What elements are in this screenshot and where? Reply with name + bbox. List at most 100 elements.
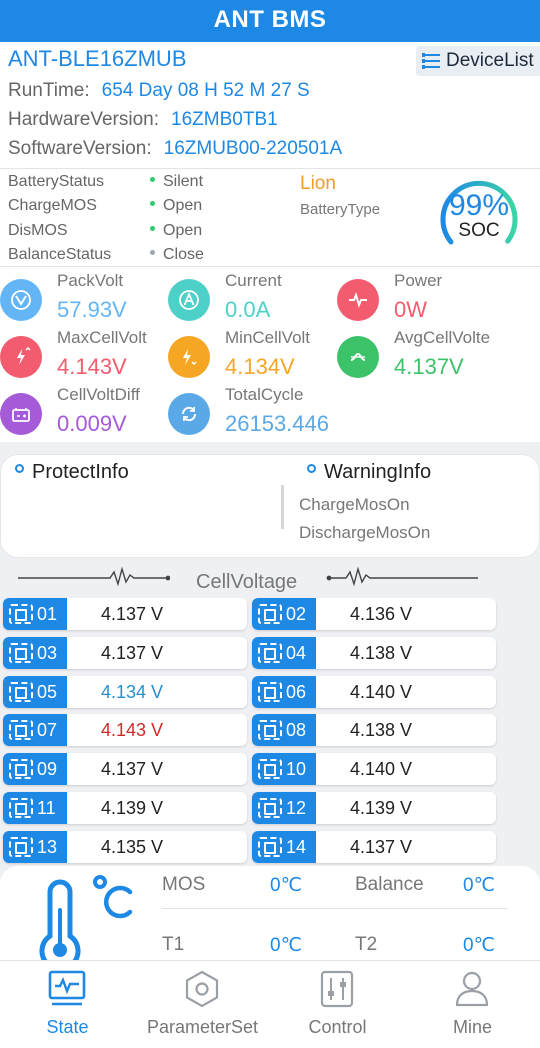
mos-temp-label: MOS (162, 874, 206, 895)
metric-label: MinCellVolt (225, 328, 311, 347)
state-icon (48, 970, 86, 1006)
cell-voltage-item: 11 4.139 V (3, 792, 247, 824)
battery-diff-icon (0, 393, 42, 435)
nav-label: State (46, 1017, 89, 1037)
nav-label: Control (308, 1017, 367, 1037)
cell-id-tag: 14 (252, 830, 316, 863)
protect-info-title: ProtectInfo (15, 461, 129, 484)
chip-icon (9, 642, 33, 663)
chip-icon (9, 798, 33, 818)
cell-voltage-item: 10 4.140 V (252, 753, 496, 786)
balance-temp-label: Balance (355, 874, 424, 895)
chip-icon (9, 759, 33, 780)
chip-icon (9, 604, 33, 624)
device-list-button[interactable]: DeviceList (416, 46, 540, 76)
cell-id: 12 (286, 798, 307, 818)
cell-id: 08 (286, 720, 307, 741)
soc-label: SOC (458, 220, 500, 241)
metric-value: 0.0A (225, 297, 271, 322)
metric-cell-volt-diff: CellVoltDiff 0.009V (0, 381, 170, 437)
cell-id: 10 (286, 759, 307, 780)
cell-id-tag: 03 (3, 636, 67, 669)
avg-cell-icon (337, 336, 379, 378)
current-icon (168, 279, 210, 321)
soc-ring-icon (440, 180, 518, 245)
metric-label: CellVoltDiff (57, 385, 140, 404)
cell-voltage-value: 4.135 V (101, 836, 164, 857)
metric-total-cycle: TotalCycle 26153.446 (168, 381, 338, 437)
warning-item: ChargeMosOn (299, 495, 410, 514)
warning-divider (281, 485, 284, 529)
cell-id-tag: 08 (252, 714, 316, 747)
t1-temp-label: T1 (162, 934, 185, 955)
soc-percent: 99% (448, 189, 510, 222)
chip-icon (258, 642, 282, 663)
cell-voltage-item: 06 4.140 V (252, 675, 496, 708)
nav-parameter-set[interactable]: ParameterSet (135, 961, 270, 1048)
t2-temp-value: 0℃ (463, 935, 495, 956)
charge-mos-label: ChargeMOS (8, 197, 97, 214)
cell-id: 14 (286, 836, 307, 857)
cell-voltage-item: 14 4.137 V (252, 830, 496, 863)
cell-id-tag: 05 (3, 675, 67, 708)
cell-id-tag: 10 (252, 753, 316, 786)
metrics-panel: PackVolt 57.93V Current 0.0A Power 0W Ma… (0, 266, 540, 442)
cell-voltage-item: 09 4.137 V (3, 753, 247, 786)
cell-voltage-item: 01 4.137 V (3, 598, 247, 630)
waveform-right-icon (326, 566, 478, 587)
nav-state[interactable]: State (0, 961, 135, 1048)
chip-icon (258, 798, 282, 818)
cell-voltage-item: 08 4.138 V (252, 714, 496, 747)
cell-voltage-value: 4.139 V (350, 798, 413, 818)
runtime-row: RunTime: 654 Day 08 H 52 M 27 S (8, 80, 310, 102)
circle-bullet-icon (307, 464, 316, 474)
metric-power: Power 0W (337, 267, 507, 323)
cell-id-tag: 09 (3, 753, 67, 786)
t2-temp-label: T2 (355, 934, 378, 955)
dis-mos-label: DisMOS (8, 222, 68, 239)
battery-status-value: Silent (150, 173, 203, 191)
warning-info-title: WarningInfo (307, 461, 431, 484)
metric-value: 57.93V (57, 297, 127, 322)
cell-voltage-value: 4.140 V (350, 681, 413, 702)
metric-value: 4.137V (394, 354, 464, 379)
charge-mos-value: Open (150, 197, 202, 215)
cell-voltage-item: 07 4.143 V (3, 714, 247, 747)
cell-voltage-item: 05 4.134 V (3, 675, 247, 708)
cell-voltage-item: 12 4.139 V (252, 792, 496, 824)
software-version-row: SoftwareVersion: 16ZMUB00-220501A (8, 138, 342, 160)
cell-voltage-value: 4.138 V (350, 720, 413, 741)
cell-voltage-value: 4.137 V (101, 759, 164, 780)
battery-type-label: BatteryType (300, 201, 381, 218)
cell-id-tag: 13 (3, 830, 67, 863)
metric-pack-volt: PackVolt 57.93V (0, 267, 170, 323)
cell-id: 11 (37, 798, 56, 818)
nav-control[interactable]: Control (270, 961, 405, 1048)
device-info-panel: ANT-BLE16ZMUB DeviceList RunTime: 654 Day… (0, 42, 540, 168)
cell-voltage-header: CellVoltage (0, 566, 540, 594)
status-dot (150, 201, 155, 207)
nav-mine[interactable]: Mine (405, 961, 540, 1048)
chip-icon (258, 836, 282, 857)
cell-voltage-item: 03 4.137 V (3, 636, 247, 669)
chip-icon (258, 681, 282, 702)
chip-icon (9, 681, 33, 702)
cell-id-tag: 06 (252, 675, 316, 708)
mine-icon (455, 971, 489, 1007)
soc-gauge: 99% SOC (434, 175, 524, 255)
cell-id: 09 (37, 759, 58, 780)
metric-label: Power (394, 271, 443, 290)
chip-icon (9, 836, 33, 857)
status-dot (150, 226, 155, 232)
cell-voltage-value: 4.143 V (101, 720, 164, 741)
cell-voltage-item: 13 4.135 V (3, 830, 247, 863)
nav-label: Mine (452, 1017, 492, 1037)
power-icon (337, 279, 379, 321)
app-title: ANT BMS (213, 6, 327, 33)
hardware-version-row: HardwareVersion: 16ZMB0TB1 (8, 109, 278, 131)
cell-voltage-item: 04 4.138 V (252, 636, 496, 669)
metric-avg-cell-volt: AvgCellVolte 4.137V (337, 324, 507, 380)
metric-value: 0.009V (57, 411, 127, 436)
metric-label: MaxCellVolt (57, 328, 147, 347)
app-title-bar: ANT BMS (0, 0, 540, 42)
